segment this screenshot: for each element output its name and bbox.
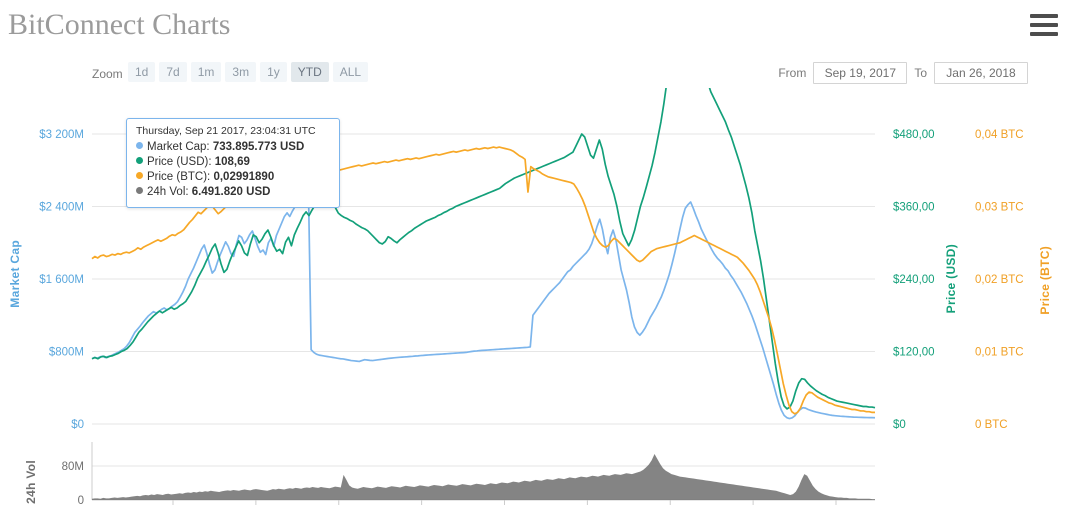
market-cap-color-dot	[136, 142, 143, 150]
page-header: BitConnect Charts	[0, 0, 1082, 54]
range-button-1d[interactable]: 1d	[128, 62, 156, 82]
axis-tick-label: $0	[893, 419, 906, 431]
axis-tick-label: 0 BTC	[975, 419, 1008, 431]
page-title: BitConnect Charts	[8, 8, 231, 41]
tooltip-row-market-cap: Market Cap: 733.895.773 USD	[136, 140, 330, 155]
axis-tick-label: 0,03 BTC	[975, 202, 1024, 214]
to-label: To	[914, 66, 927, 80]
axis-tick-label: 80M	[62, 461, 84, 473]
chart-container: Zoom 1d 7d 1m 3m 1y YTD ALL From Sep 19,…	[0, 54, 1082, 511]
axis-tick-label: 0,04 BTC	[975, 129, 1024, 141]
zoom-label: Zoom	[92, 67, 123, 81]
price-usd-line-series	[91, 88, 876, 410]
menu-bar-1	[1030, 14, 1058, 18]
axis-tick-label: $240,00	[893, 274, 935, 286]
market-cap-line-series	[91, 189, 876, 420]
axis-tick-label: $800M	[49, 347, 84, 359]
volume-area-series	[92, 454, 875, 500]
axis-tick-label: $1 600M	[39, 274, 84, 286]
price-btc-line-series	[91, 146, 875, 415]
axis-tick-label: $120,00	[893, 347, 935, 359]
tooltip-date: Thursday, Sep 21 2017, 23:04:31 UTC	[136, 125, 316, 137]
tooltip-value-price-btc: 0,02991890	[213, 171, 275, 183]
axis-tick-label: $2 400M	[39, 202, 84, 214]
tooltip-label-price-usd: Price (USD):	[147, 156, 212, 168]
range-button-7d[interactable]: 7d	[159, 62, 187, 82]
axis-tick-label: $360,00	[893, 202, 935, 214]
range-button-3m[interactable]: 3m	[225, 62, 257, 82]
hamburger-menu-icon[interactable]	[1030, 14, 1058, 36]
range-buttons-group: 1d 7d 1m 3m 1y YTD ALL	[128, 62, 369, 82]
tooltip-row-volume: 24h Vol: 6.491.820 USD	[136, 185, 330, 200]
axis-tick-label: $480,00	[893, 129, 935, 141]
volume-color-dot	[136, 187, 143, 195]
tooltip-row-price-btc: Price (BTC): 0,02991890	[136, 170, 330, 185]
date-range-inputs: From Sep 19, 2017 To Jan 26, 2018	[778, 62, 1028, 84]
from-date-input[interactable]: Sep 19, 2017	[813, 62, 908, 84]
tooltip-value-volume: 6.491.820 USD	[191, 186, 271, 198]
menu-bar-3	[1030, 32, 1058, 36]
chart-plot[interactable]: $0 $0 0 BTC $800M $120,00 0,01 BTC $1 600M $240…	[0, 88, 1082, 511]
range-button-all[interactable]: ALL	[332, 62, 369, 82]
chart-svg: $0 $0 0 BTC $800M $120,00 0,01 BTC $1 600M $240…	[39, 88, 1024, 507]
range-button-1y[interactable]: 1y	[260, 62, 287, 82]
tooltip-value-price-usd: 108,69	[214, 156, 250, 168]
tooltip-label-price-btc: Price (BTC):	[147, 171, 211, 183]
range-button-ytd[interactable]: YTD	[290, 62, 329, 82]
range-button-1m[interactable]: 1m	[190, 62, 222, 82]
price-usd-color-dot	[136, 157, 143, 165]
axis-tick-label: 0,02 BTC	[975, 274, 1024, 286]
from-label: From	[778, 66, 807, 80]
price-btc-color-dot	[136, 172, 143, 180]
axis-tick-label: 0	[78, 495, 84, 507]
tooltip-value-market-cap: 733.895.773 USD	[212, 141, 305, 153]
chart-tooltip: Thursday, Sep 21 2017, 23:04:31 UTC Mark…	[126, 118, 340, 208]
to-date-input[interactable]: Jan 26, 2018	[934, 62, 1028, 84]
axis-tick-label: $3 200M	[39, 129, 84, 141]
tooltip-label-market-cap: Market Cap:	[147, 141, 210, 153]
axis-tick-label: $0	[71, 419, 84, 431]
tooltip-label-volume: 24h Vol:	[147, 186, 189, 198]
range-selector: Zoom 1d 7d 1m 3m 1y YTD ALL From Sep 19,…	[0, 60, 1082, 88]
tooltip-row-price-usd: Price (USD): 108,69	[136, 155, 330, 170]
menu-bar-2	[1030, 23, 1058, 27]
axis-tick-label: 0,01 BTC	[975, 347, 1024, 359]
